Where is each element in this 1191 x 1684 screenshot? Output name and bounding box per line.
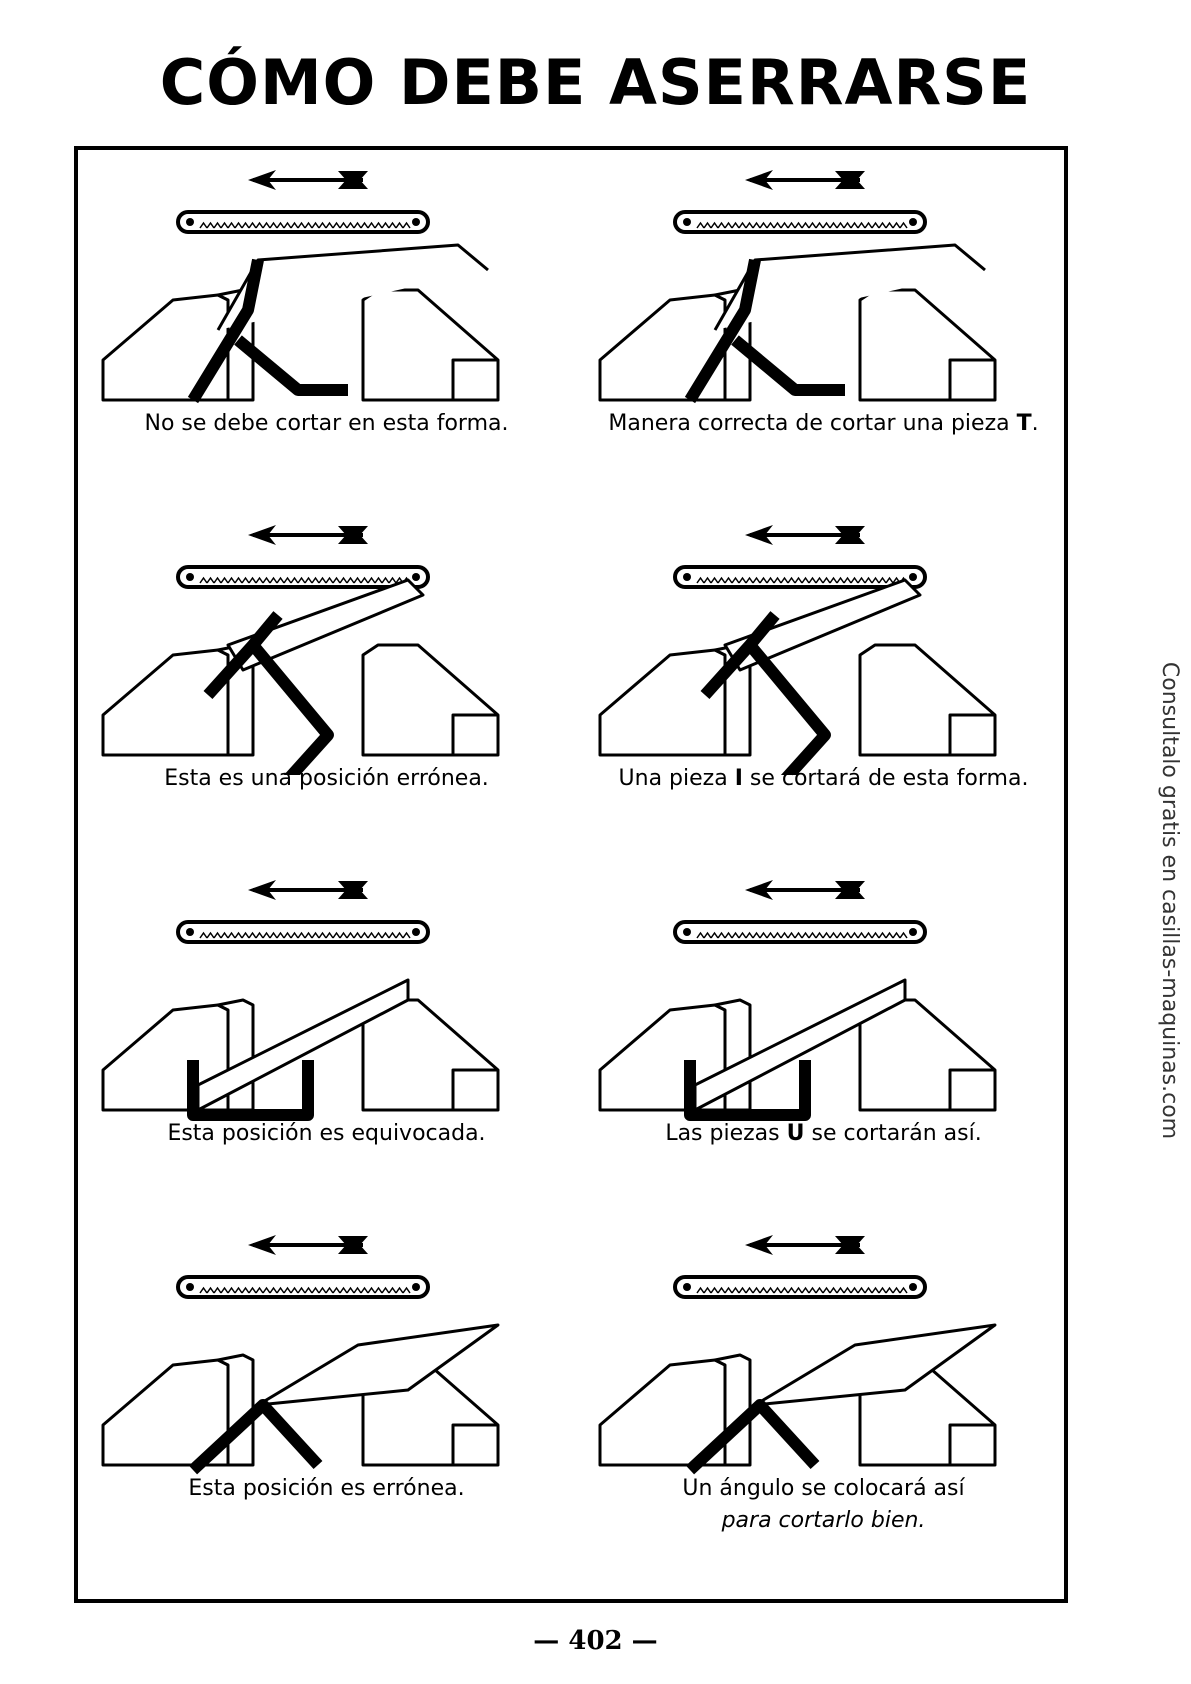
vise-jaws-icon (598, 643, 997, 757)
caption-profile-letter: T (1016, 411, 1032, 436)
vise-illustration (598, 1235, 997, 1475)
caption-text: se cortará de esta forma. (742, 766, 1029, 791)
panel-caption: Manera correcta de cortar una pieza T. (575, 408, 1072, 440)
page-title: CÓMO DEBE ASERRARSE (159, 46, 1032, 119)
workpiece-profile-icon (685, 1323, 997, 1475)
saw-blade-icon (673, 565, 927, 589)
illustration-panel: Esta es una posición errónea. (78, 505, 575, 877)
vise-illustration (101, 170, 500, 404)
workpiece-profile-icon (187, 243, 489, 404)
panel-caption: Esta posición es equivocada. (78, 1118, 575, 1150)
vise-jaws-icon (101, 288, 500, 402)
illustration-panel: Un ángulo se colocará así para cortarlo b… (575, 1215, 1072, 1587)
direction-arrow-icon (248, 880, 368, 900)
saw-blade-icon (176, 1275, 430, 1299)
caption-line-1: Un ángulo se colocará así (682, 1476, 965, 1501)
workpiece-profile-icon (684, 978, 907, 1121)
workpiece-profile-icon (684, 243, 986, 404)
direction-arrow-icon (745, 880, 865, 900)
workpiece-profile-icon (188, 1323, 500, 1475)
vise-illustration (101, 880, 500, 1121)
side-watermark-text: Consultalo gratis en casillas-maquinas.c… (1157, 661, 1183, 1139)
illustration-panel: Manera correcta de cortar una pieza T. (575, 150, 1072, 522)
vise-illustration (101, 525, 500, 775)
caption-line-2: para cortarlo bien. (721, 1508, 926, 1533)
saw-blade-icon (673, 920, 927, 944)
direction-arrow-icon (248, 1235, 368, 1255)
caption-text: se cortarán así. (804, 1121, 982, 1146)
direction-arrow-icon (248, 170, 368, 190)
saw-blade-icon (176, 210, 430, 234)
vise-jaws-icon (101, 643, 500, 757)
workpiece-profile-icon (187, 978, 410, 1121)
illustration-panel: No se debe cortar en esta forma. (78, 150, 575, 522)
saw-blade-icon (176, 920, 430, 944)
caption-text: Las piezas (665, 1121, 787, 1146)
direction-arrow-icon (745, 170, 865, 190)
caption-text: No se debe cortar en esta forma. (144, 411, 509, 436)
vise-illustration (598, 525, 997, 775)
saw-blade-icon (673, 1275, 927, 1299)
caption-text: Esta es una posición errónea. (164, 766, 489, 791)
illustration-frame: No se debe cortar en esta forma. Manera c… (74, 146, 1068, 1603)
direction-arrow-icon (248, 525, 368, 545)
panel-caption: Esta posición es errónea. (78, 1473, 575, 1505)
vise-illustration (598, 170, 997, 404)
direction-arrow-icon (745, 1235, 865, 1255)
caption-text: Manera correcta de cortar una pieza (608, 411, 1017, 436)
caption-profile-letter: U (786, 1121, 805, 1146)
panel-caption: Esta es una posición errónea. (78, 763, 575, 795)
illustration-panel: Las piezas U se cortarán así. (575, 860, 1072, 1232)
saw-blade-icon (673, 210, 927, 234)
panel-caption: Una pieza I se cortará de esta forma. (575, 763, 1072, 795)
caption-text: Esta posición es equivocada. (167, 1121, 486, 1146)
side-watermark: Consultalo gratis en casillas-maquinas.c… (1150, 600, 1190, 1200)
vise-illustration (598, 880, 997, 1121)
illustration-panel: Esta posición es errónea. (78, 1215, 575, 1587)
page-number: — 402 — (533, 1626, 658, 1656)
vise-illustration (101, 1235, 500, 1475)
vise-jaws-icon (101, 1353, 500, 1467)
caption-text: . (1031, 411, 1039, 436)
panel-caption: Las piezas U se cortarán así. (575, 1118, 1072, 1150)
workpiece-profile-icon (700, 578, 922, 775)
caption-text: Esta posición es errónea. (188, 1476, 465, 1501)
illustration-panel: Esta posición es equivocada. (78, 860, 575, 1232)
caption-text: Una pieza (618, 766, 735, 791)
panel-caption: No se debe cortar en esta forma. (78, 408, 575, 440)
saw-blade-icon (176, 565, 430, 589)
illustration-panel: Una pieza I se cortará de esta forma. (575, 505, 1072, 877)
panel-caption: Un ángulo se colocará así para cortarlo b… (575, 1473, 1072, 1537)
workpiece-profile-icon (203, 578, 425, 775)
direction-arrow-icon (745, 525, 865, 545)
caption-profile-letter: I (734, 766, 743, 791)
